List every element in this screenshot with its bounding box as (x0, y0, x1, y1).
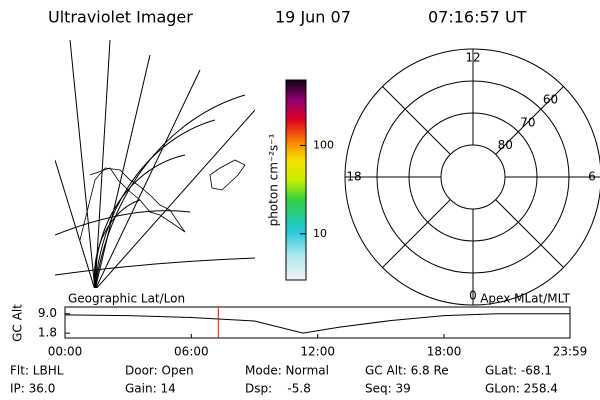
x-tick-label: 12:00 (300, 345, 335, 359)
y-axis-label: GC Alt (11, 304, 25, 342)
date: 19 Jun 07 (275, 8, 351, 27)
x-tick-label: 00:00 (48, 345, 83, 359)
colorbar-label: photon cm⁻²s⁻¹ (267, 133, 281, 226)
polar-hour-label: 6 (588, 170, 596, 184)
colorbar (285, 79, 307, 281)
info-field: GC Alt: 6.8 Re (365, 364, 449, 378)
title: Ultraviolet Imager (48, 8, 193, 27)
altitude-line (64, 313, 570, 334)
polar-ring (440, 144, 506, 210)
info-field: Gain: 14 (125, 382, 176, 396)
info-field: GLon: 258.4 (485, 382, 558, 396)
info-field: Door: Open (125, 364, 194, 378)
x-tick-label: 06:00 (174, 345, 209, 359)
colorbar-tick-label: 100 (313, 138, 334, 151)
polar-spoke (382, 86, 451, 155)
info-field: IP: 36.0 (10, 382, 55, 396)
time: 07:16:57 UT (428, 8, 527, 27)
info-field: Flt: LBHL (10, 364, 64, 378)
polar (344, 48, 600, 306)
y-tick-label: 9.0 (38, 306, 57, 320)
colorbar-tick-label: 10 (313, 227, 327, 240)
x-tick-label: 18:00 (427, 345, 462, 359)
time-plot-frame (64, 306, 571, 339)
polar-hour-label: 18 (346, 170, 361, 184)
polar-ring-label: 70 (520, 115, 535, 129)
y-tick-label: 1.8 (38, 326, 57, 340)
x-tick-label: 23:59 (553, 345, 588, 359)
map (55, 40, 255, 288)
polar-spoke (495, 199, 564, 268)
polar-spoke (495, 86, 564, 155)
polar-spoke (382, 199, 451, 268)
polar-label: Apex MLat/MLT (480, 292, 570, 306)
polar-ring-label: 60 (543, 93, 558, 107)
info-field: Seq: 39 (365, 382, 411, 396)
polar-hour-label: 0 (469, 289, 477, 303)
polar-ring-label: 80 (498, 138, 513, 152)
info-field: Dsp: -5.8 (245, 382, 311, 396)
polar-hour-label: 12 (465, 51, 480, 65)
info-field: GLat: -68.1 (485, 364, 552, 378)
info-field: Mode: Normal (245, 364, 329, 378)
map-label: Geographic Lat/Lon (68, 292, 185, 306)
